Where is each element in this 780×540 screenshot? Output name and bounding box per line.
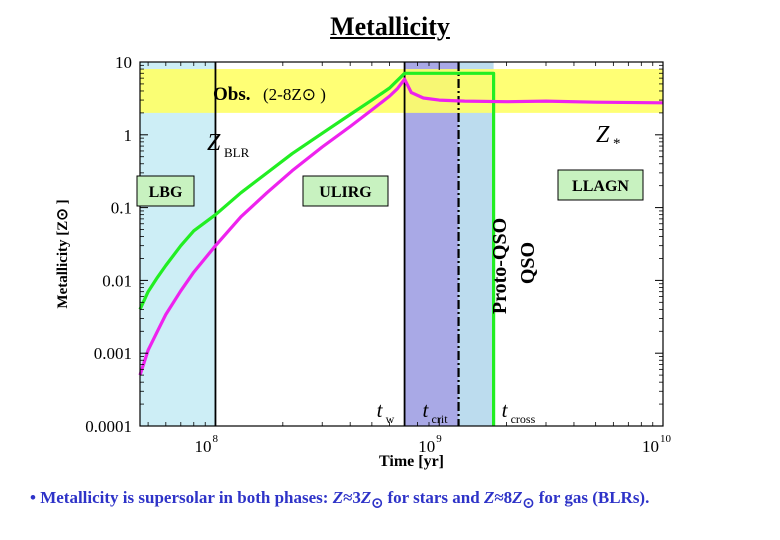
series-label-z-star-sub: * [613,136,621,152]
caption-text-3: for gas (BLRs). [534,488,650,507]
time-marker-t: t [502,398,509,422]
phase-label-llagn: LLAGN [572,178,629,195]
y-tick-label: 0.001 [94,344,132,363]
series-label-z-blr-sub: BLR [224,145,250,160]
caption-bullet: • [30,488,36,507]
series-line-z-blr [138,71,496,426]
time-marker-t: t [423,398,430,422]
y-tick-label: 1 [124,126,133,145]
sun-symbol: ⊙ [371,495,384,512]
sun-symbol: ⊙ [522,495,535,512]
time-marker-cross: t cross [502,398,536,426]
y-tick-label: 0.0001 [85,417,132,436]
x-tick-label: 10 8 [194,433,218,456]
obs-range-label: (2-8Z⊙ ) [263,85,326,104]
annotations: Time [yr]Metallicity [Z⊙ ]Obs. (2-8Z⊙ )Z B… [55,84,644,470]
obs-label: Obs. [213,84,251,105]
plot-frame [139,61,664,427]
region-qso [458,62,494,426]
region-proto-qso [404,62,459,426]
time-marker-sub: cross [511,412,536,426]
y-tick-label: 0.1 [111,199,132,218]
x-tick-base: 10 [194,437,211,456]
y-axis-label: Metallicity [Z⊙ ] [55,199,71,308]
series-label-z-blr: Z BLR [207,130,250,160]
caption-text-2: for stars and [383,488,484,507]
x-tick-base: 10 [418,437,435,456]
caption-z1: Z [332,488,344,507]
phase-box-ulirg [302,175,389,207]
phase-label-proto-qso: Proto-QSO [489,218,511,314]
series-lines [138,71,664,426]
x-tick-label: 10 9 [418,433,442,456]
x-axis-label: Time [yr] [379,453,444,470]
caption: • Metallicity is supersolar in both phas… [30,488,770,512]
time-marker-sub: crit [432,412,449,426]
background-regions [140,62,494,426]
series-label-z-blr-name: Z [207,130,221,156]
series-label-z-star: Z * [596,122,621,152]
caption-approx-1: ≈3 [343,488,361,507]
x-tick-exponent: 9 [436,433,442,445]
caption-zsun2: Z [512,488,523,507]
caption-approx-2: ≈8 [494,488,513,507]
phase-box-lbg [136,175,195,207]
region-lbg [140,62,216,426]
time-marker-sub: w [386,412,395,426]
x-tick-base: 10 [642,437,659,456]
caption-text-1: Metallicity is supersolar in both phases… [40,488,333,507]
chart-title: Metallicity [330,12,450,41]
x-tick-exponent: 10 [660,433,672,445]
x-tick-label: 10 10 [642,433,672,456]
y-tick-label: 10 [115,53,132,72]
phase-label-qso: QSO [517,242,539,284]
phase-box-llagn [557,169,644,201]
series-line-z-star [138,77,664,376]
x-tick-exponent: 8 [212,433,218,445]
caption-z2: Z [483,488,495,507]
series-label-z-star-name: Z [596,122,610,148]
phase-label-lbg: LBG [149,184,183,201]
phase-label-ulirg: ULIRG [319,184,372,201]
time-marker-t: t [377,398,384,422]
y-tick-label: 0.01 [102,271,132,290]
caption-zsun1: Z [360,488,372,507]
time-marker-crit: t crit [423,398,449,426]
